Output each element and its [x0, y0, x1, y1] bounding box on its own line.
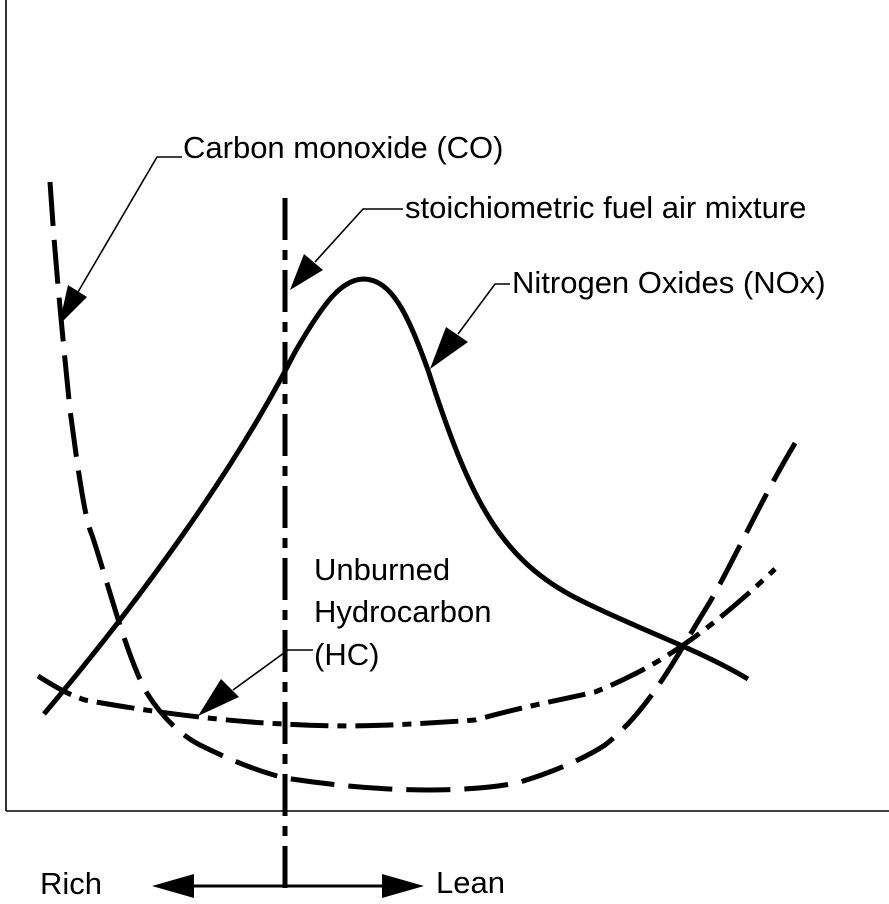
- stoich-leader-arrowhead: [290, 254, 323, 290]
- nox-leader-arrowhead: [430, 327, 468, 369]
- co-label: Carbon monoxide (CO): [183, 130, 503, 165]
- lean-arrow-head: [382, 874, 424, 898]
- stoich-label: stoichiometric fuel air mixture: [405, 190, 806, 225]
- hc-curve: [36, 567, 777, 729]
- hc-label-line3: (HC): [314, 637, 379, 672]
- nox-leader: [457, 283, 510, 335]
- nox-label: Nitrogen Oxides (NOx): [512, 265, 826, 300]
- hc-label-line1: Unburned: [314, 552, 450, 587]
- lean-label: Lean: [436, 865, 505, 900]
- co-curve: [47, 181, 803, 793]
- rich-label: Rich: [40, 866, 102, 901]
- co-leader-arrowhead: [59, 285, 87, 325]
- stoich-leader: [314, 208, 403, 263]
- nox-curve: [42, 276, 750, 716]
- co-leader: [77, 156, 182, 293]
- hc-leader: [232, 649, 313, 691]
- hc-leader-arrowhead: [198, 679, 239, 716]
- rich-arrow-head: [152, 874, 194, 898]
- hc-label-line2: Hydrocarbon: [314, 594, 491, 629]
